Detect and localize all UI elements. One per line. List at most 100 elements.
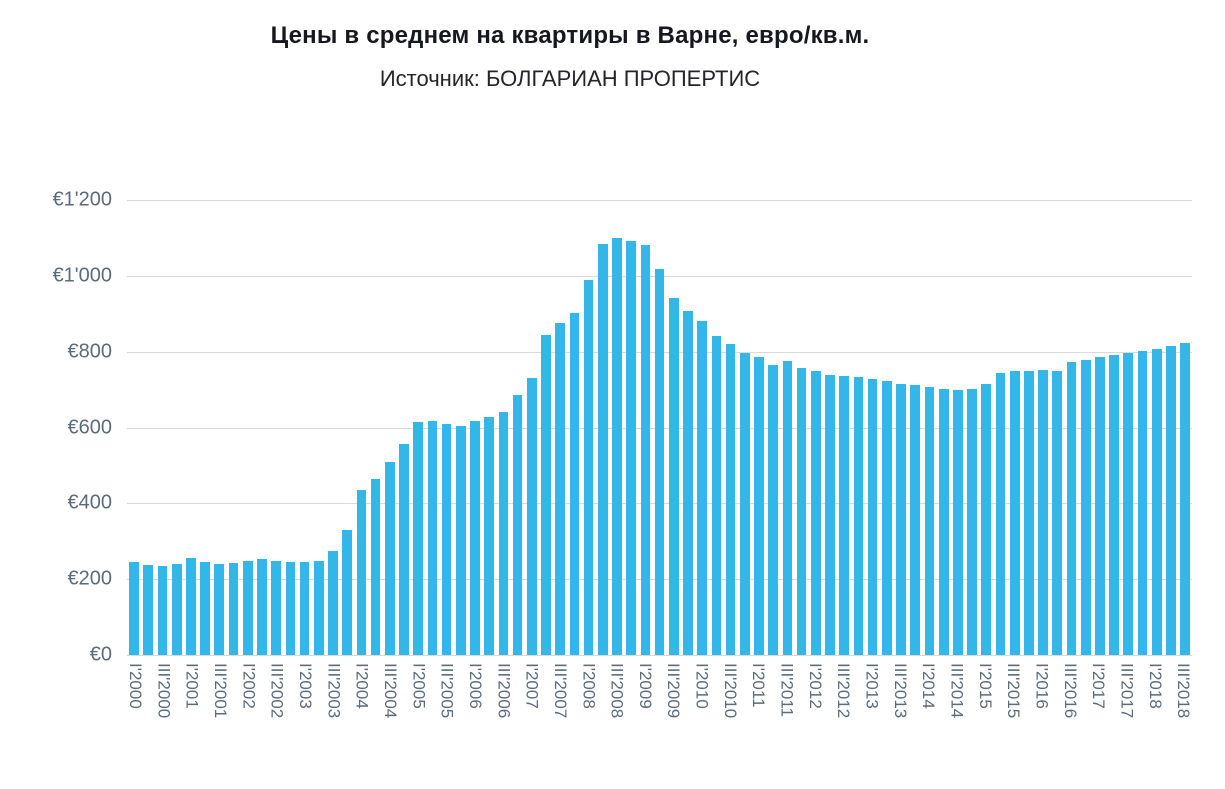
bar-slot [610, 200, 624, 655]
x-axis-tick-label: III'2005 [437, 663, 457, 719]
bar [399, 444, 409, 655]
bar-slot [269, 200, 283, 655]
x-axis-tick-label: I'2010 [692, 663, 712, 709]
bar-slot [1121, 200, 1135, 655]
bar [938, 389, 949, 655]
bar [640, 245, 651, 655]
x-axis-tick-label: I'2004 [352, 663, 372, 709]
x-axis-tick-label: I'2001 [182, 663, 202, 709]
bar-slot [340, 200, 354, 655]
chart-title: Цены в среднем на квартиры в Варне, евро… [270, 22, 870, 49]
y-axis-tick-label: €400 [67, 491, 113, 514]
x-axis-tick-label: III'2009 [664, 663, 684, 719]
bar-slot [653, 200, 667, 655]
bar [441, 424, 452, 655]
x-axis-tick-label: I'2011 [749, 663, 769, 708]
bar-slot [724, 200, 738, 655]
bar [995, 372, 1006, 655]
x-axis-tick-label: I'2016 [1032, 663, 1052, 709]
x-axis-labels: I'2000 III'2000 I'2001 III'2001 I'2002 III'20… [126, 655, 1193, 785]
x-axis-tick: III'2012 [834, 655, 854, 785]
x-axis-tick: I'2000 [126, 655, 145, 785]
bar [867, 378, 878, 655]
bar [825, 374, 835, 655]
bar [796, 367, 807, 655]
x-axis-tick: I'2010 [692, 655, 712, 785]
bar [768, 364, 779, 655]
bar-slot [937, 200, 951, 655]
bar [384, 461, 395, 655]
bar [1109, 355, 1119, 655]
bar-slot [795, 200, 809, 655]
bar [370, 479, 381, 655]
bar-slot [312, 200, 326, 655]
x-axis-tick [937, 655, 948, 785]
bar-slot [1164, 200, 1178, 655]
bar-slot [496, 200, 510, 655]
bar-slot [297, 200, 311, 655]
bar [1009, 371, 1020, 655]
bar [413, 421, 423, 655]
bar-slot [894, 200, 908, 655]
bar [1024, 370, 1034, 655]
bar-slot [880, 200, 894, 655]
bar-slot [198, 200, 212, 655]
x-axis-tick-label: I'2015 [975, 663, 995, 709]
bar [1151, 349, 1162, 655]
bar-slot [752, 200, 766, 655]
bar-slot [241, 200, 255, 655]
bar-slot [993, 200, 1007, 655]
x-axis-tick: I'2008 [579, 655, 598, 785]
x-axis-tick [1022, 655, 1033, 785]
bar-slot [454, 200, 468, 655]
bar [583, 279, 594, 655]
bar [157, 566, 168, 655]
bar [910, 385, 921, 655]
bar [342, 529, 352, 655]
x-axis-tick-label: I'2009 [635, 663, 655, 709]
bar-slot [823, 200, 837, 655]
x-axis-tick: I'2004 [352, 655, 372, 785]
x-axis-tick-label: I'2006 [465, 663, 485, 709]
x-axis-tick: I'2012 [806, 655, 825, 785]
x-axis-tick-label: III'2016 [1060, 663, 1080, 719]
bar [612, 237, 622, 655]
bar [569, 313, 580, 655]
bar [981, 384, 992, 655]
bar-slot [326, 200, 340, 655]
x-axis-tick: I'2001 [182, 655, 202, 785]
y-axis-tick-label: €800 [67, 340, 113, 363]
bar [1123, 352, 1134, 655]
x-axis-tick [512, 655, 523, 785]
bar-slot [681, 200, 695, 655]
bar [470, 421, 480, 655]
bar-slot [638, 200, 652, 655]
bar-slot [1150, 200, 1164, 655]
bar-slot [667, 200, 681, 655]
bar [839, 376, 850, 655]
bar [498, 411, 509, 655]
x-axis-tick-label: III'2000 [154, 663, 174, 719]
x-axis-tick: I'2015 [975, 655, 995, 785]
bar [427, 420, 438, 655]
bar-slot [1008, 200, 1022, 655]
x-axis-tick: I'2006 [465, 655, 485, 785]
bar [257, 559, 267, 655]
x-axis-tick: I'2017 [1089, 655, 1108, 785]
bar [725, 344, 736, 655]
bar [924, 387, 935, 655]
x-axis-tick: III'2008 [607, 655, 627, 785]
bar-slot [525, 200, 539, 655]
bar-slot [1093, 200, 1107, 655]
x-axis-tick-label: III'2014 [947, 663, 967, 719]
x-axis-tick: I'2013 [863, 655, 882, 785]
bar-slot [212, 200, 226, 655]
x-axis-tick-label: III'2008 [607, 663, 627, 719]
bar-slot [226, 200, 240, 655]
bar [683, 310, 693, 655]
bar [597, 243, 608, 655]
bar [882, 380, 892, 655]
x-axis-tick-label: I'2014 [919, 663, 939, 709]
x-axis-tick-label: III'2012 [834, 663, 854, 719]
